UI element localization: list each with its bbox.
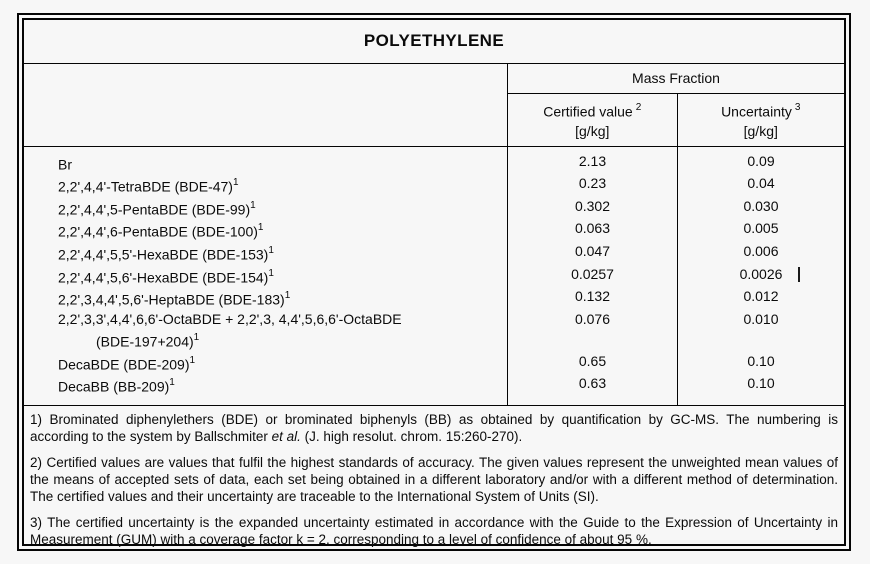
table-row: 2,2',4,4',6-PentaBDE (BDE-100)1 0.063 0.… bbox=[24, 219, 844, 243]
footnote-1: 1) Brominated diphenylethers (BDE) or br… bbox=[30, 412, 838, 445]
mass-fraction-group: Mass Fraction Certified value 2 [g/kg] Un… bbox=[507, 63, 844, 146]
table-row: 2,2',3,3',4,4',6,6'-OctaBDE + 2,2',3, 4,… bbox=[24, 310, 844, 352]
table-row: 2,2',4,4'-TetraBDE (BDE-47)1 0.23 0.04 bbox=[24, 174, 844, 197]
data-section: Br 2.13 0.09 2,2',4,4'-TetraBDE (BDE-47)… bbox=[24, 146, 844, 407]
uncertainty-value: 0.04 bbox=[677, 174, 844, 197]
table-row: Br 2.13 0.09 bbox=[24, 146, 844, 175]
analyte-name: 2,2',4,4',5,5'-HexaBDE (BDE-153)1 bbox=[58, 245, 274, 263]
footnote-ref-1: 1 bbox=[169, 377, 175, 389]
certificate-sheet: POLYETHYLENE Mass Fraction Certified val… bbox=[17, 13, 851, 551]
uncertainty-value: 0.012 bbox=[677, 287, 844, 311]
analyte-name: 2,2',4,4',5-PentaBDE (BDE-99)1 bbox=[58, 199, 256, 218]
analyte-name-line2: (BDE-197+204)1 bbox=[96, 332, 200, 350]
analyte-name: DecaBB (BB-209)1 bbox=[58, 377, 175, 396]
analyte-name: Br bbox=[58, 156, 72, 173]
footnote-ref-1: 1 bbox=[193, 332, 200, 344]
uncertainty-value: 0.10 bbox=[677, 351, 844, 375]
table-row: 2,2',4,4',5,6'-HexaBDE (BDE-154)1 0.0257… bbox=[24, 264, 844, 288]
certified-value: 0.302 bbox=[507, 196, 677, 220]
footnote-1-italic: et al. bbox=[271, 429, 301, 445]
page-title: POLYETHYLENE bbox=[363, 31, 505, 51]
footnote-3: 3) The certified uncertainty is the expa… bbox=[30, 515, 838, 548]
table-row: DecaBB (BB-209)1 0.63 0.10 bbox=[24, 374, 844, 406]
footnote-ref-1: 1 bbox=[268, 245, 274, 257]
footnote-2: 2) Certified values are values that fulf… bbox=[30, 455, 838, 505]
footnote-ref-2: 2 bbox=[635, 101, 642, 113]
uncertainty-value: 0.010 bbox=[677, 310, 844, 352]
certified-value: 0.0257 bbox=[507, 264, 677, 288]
column-header-uncertainty: Uncertainty 3 [g/kg] bbox=[676, 94, 845, 146]
table-row: 2,2',4,4',5-PentaBDE (BDE-99)1 0.302 0.0… bbox=[24, 196, 844, 220]
uncertainty-value: 0.006 bbox=[677, 242, 844, 265]
stray-cursor-mark bbox=[798, 266, 800, 282]
certified-value: 0.132 bbox=[507, 287, 677, 311]
certified-value: 0.63 bbox=[507, 374, 677, 406]
analyte-name: 2,2',4,4',5,6'-HexaBDE (BDE-154)1 bbox=[58, 267, 274, 286]
table-header: Mass Fraction Certified value 2 [g/kg] Un… bbox=[24, 63, 844, 147]
analyte-name: 2,2',3,3',4,4',6,6'-OctaBDE + 2,2',3, 4,… bbox=[24, 310, 507, 352]
title-row: POLYETHYLENE bbox=[24, 20, 844, 64]
table-row: 2,2',3,4,4',5,6'-HeptaBDE (BDE-183)1 0.1… bbox=[24, 287, 844, 311]
certified-value: 0.23 bbox=[507, 174, 677, 197]
table-row: 2,2',4,4',5,5'-HexaBDE (BDE-153)1 0.047 … bbox=[24, 242, 844, 265]
analyte-name-line1: 2,2',3,3',4,4',6,6'-OctaBDE + 2,2',3, 4,… bbox=[58, 311, 402, 328]
analyte-name: 2,2',4,4',6-PentaBDE (BDE-100)1 bbox=[58, 222, 264, 241]
sub-header-row: Certified value 2 [g/kg] Uncertainty 3 [g/… bbox=[508, 94, 844, 146]
analyte-name: 2,2',4,4'-TetraBDE (BDE-47)1 bbox=[58, 177, 239, 195]
footnote-ref-1: 1 bbox=[250, 199, 256, 211]
certified-value-label: Certified value 2 bbox=[543, 101, 642, 120]
footnote-ref-1: 1 bbox=[284, 290, 291, 302]
uncertainty-unit: [g/kg] bbox=[743, 122, 778, 139]
footnote-ref-1: 1 bbox=[189, 354, 196, 366]
footnote-ref-3: 3 bbox=[794, 101, 801, 113]
analyte-column-header-empty bbox=[24, 64, 507, 146]
certified-value: 2.13 bbox=[507, 146, 677, 175]
uncertainty-label: Uncertainty 3 bbox=[721, 101, 801, 120]
certified-value-unit: [g/kg] bbox=[575, 122, 610, 139]
uncertainty-value: 0.005 bbox=[677, 219, 844, 243]
footnote-ref-1: 1 bbox=[268, 267, 274, 279]
group-header-mass-fraction: Mass Fraction bbox=[508, 64, 844, 94]
column-header-certified-value: Certified value 2 [g/kg] bbox=[508, 94, 677, 146]
uncertainty-value: 0.09 bbox=[677, 146, 844, 175]
uncertainty-value: 0.030 bbox=[677, 196, 844, 220]
analyte-name: DecaBDE (BDE-209)1 bbox=[58, 354, 196, 373]
certified-value: 0.063 bbox=[507, 219, 677, 243]
footnotes-section: 1) Brominated diphenylethers (BDE) or br… bbox=[24, 406, 844, 548]
certified-value: 0.047 bbox=[507, 242, 677, 265]
uncertainty-value: 0.0026 bbox=[677, 264, 844, 288]
uncertainty-value: 0.10 bbox=[677, 374, 844, 406]
table-row: DecaBDE (BDE-209)1 0.65 0.10 bbox=[24, 351, 844, 375]
footnote-ref-1: 1 bbox=[232, 177, 239, 189]
certified-value: 0.65 bbox=[507, 351, 677, 375]
footnote-ref-1: 1 bbox=[257, 222, 264, 234]
analyte-name: 2,2',3,4,4',5,6'-HeptaBDE (BDE-183)1 bbox=[58, 290, 291, 309]
certified-value: 0.076 bbox=[507, 310, 677, 352]
